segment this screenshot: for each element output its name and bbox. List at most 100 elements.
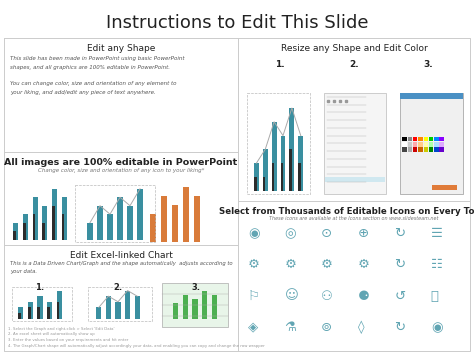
Bar [413,137,418,141]
Bar [439,137,444,141]
Bar [434,142,438,147]
Bar [429,137,433,141]
Bar [418,137,423,141]
Bar [408,142,412,147]
Bar [211,295,217,318]
Bar [162,283,228,327]
Bar [52,189,57,240]
Bar [434,147,438,152]
Text: ⚙: ⚙ [321,258,333,271]
Bar [432,185,457,190]
Bar [324,93,386,194]
Bar [135,296,140,318]
Bar [418,142,423,147]
Text: This is a Data Driven Chart/Graph and the shape automatically  adjusts according: This is a Data Driven Chart/Graph and th… [10,261,233,266]
Bar [137,189,143,240]
Bar [424,147,428,152]
Text: 3. Enter the values based on your requirements and hit enter: 3. Enter the values based on your requir… [8,338,128,342]
Text: This slide has been made in PowerPoint using basic PowerPoint: This slide has been made in PowerPoint u… [10,56,184,61]
Text: ◈: ◈ [248,321,258,334]
Bar [298,136,303,191]
Bar [150,214,156,242]
Bar [418,147,423,152]
Bar [408,137,412,141]
Bar [56,302,59,318]
Bar [202,291,207,318]
Text: 2.: 2. [113,283,123,291]
Bar [107,214,113,240]
Bar [47,302,52,318]
Bar [402,147,407,152]
Bar [42,206,47,240]
Text: 1. Select the Graph and right-click > Select 'Edit Data': 1. Select the Graph and right-click > Se… [8,327,115,331]
Bar [18,313,21,318]
Bar [413,147,418,152]
Text: ⚈: ⚈ [357,290,370,302]
Text: shapes, and all graphics are 100% editable in PowerPoint.: shapes, and all graphics are 100% editab… [10,65,170,70]
Bar [429,142,433,147]
Bar [413,142,418,147]
Bar [402,137,407,141]
Bar [194,196,200,242]
Text: ◊: ◊ [357,321,364,334]
Bar [424,142,428,147]
Text: your liking, and add/edit any piece of text anywhere.: your liking, and add/edit any piece of t… [10,90,156,95]
Bar [18,307,23,318]
Text: ◎: ◎ [284,227,296,240]
Text: ↻: ↻ [394,227,405,240]
Bar [439,142,444,147]
Text: 3.: 3. [423,60,433,69]
Text: Edit Excel-linked Chart: Edit Excel-linked Chart [70,251,173,260]
Bar [281,163,283,191]
Text: ⊚: ⊚ [321,321,332,334]
Text: Change color, size and orientation of any icon to your liking*: Change color, size and orientation of an… [38,168,204,173]
Bar [52,206,55,240]
Bar [401,93,463,194]
Bar [125,291,130,318]
Text: ⚙: ⚙ [357,258,370,271]
Text: ↻: ↻ [394,258,405,271]
Bar [127,206,133,240]
Text: ⊙: ⊙ [321,227,332,240]
Text: ⚗: ⚗ [284,321,296,334]
Bar [62,214,64,240]
Bar [37,307,40,318]
Bar [13,223,18,240]
Bar [290,108,294,191]
Bar [254,177,256,191]
Bar [192,299,198,318]
Text: 🔍: 🔍 [431,290,439,302]
Bar [424,137,428,141]
Text: ⚙: ⚙ [284,258,296,271]
Text: Resize any Shape and Edit Color: Resize any Shape and Edit Color [281,44,428,53]
Bar [183,295,188,318]
Text: ↺: ↺ [394,290,405,302]
Bar [115,302,121,318]
Text: 1.: 1. [275,60,284,69]
Text: 2. An excel sheet will automatically show up: 2. An excel sheet will automatically sho… [8,333,95,337]
Bar [408,147,412,152]
Bar [281,136,285,191]
Text: These icons are available at the Icons section on www.slidesteam.net: These icons are available at the Icons s… [269,216,438,221]
Bar [23,214,28,240]
Bar [172,205,178,242]
Bar [56,291,62,318]
Text: 3.: 3. [191,283,201,291]
Bar [183,187,189,242]
Text: Select from Thousands of Editable Icons on Every Topic: Select from Thousands of Editable Icons … [219,207,474,216]
Bar [401,93,463,99]
Bar [28,302,33,318]
Text: Instructions to Edit This Slide: Instructions to Edit This Slide [106,14,368,32]
Text: 1.: 1. [36,283,45,291]
Bar [33,214,36,240]
Text: ◉: ◉ [431,321,442,334]
Bar [439,147,444,152]
Text: your data.: your data. [10,269,37,274]
Bar [298,163,301,191]
Bar [97,206,103,240]
Bar [272,122,276,191]
Text: Edit any Shape: Edit any Shape [87,44,155,53]
Bar [429,147,433,152]
Bar [254,163,259,191]
Bar [402,142,407,147]
